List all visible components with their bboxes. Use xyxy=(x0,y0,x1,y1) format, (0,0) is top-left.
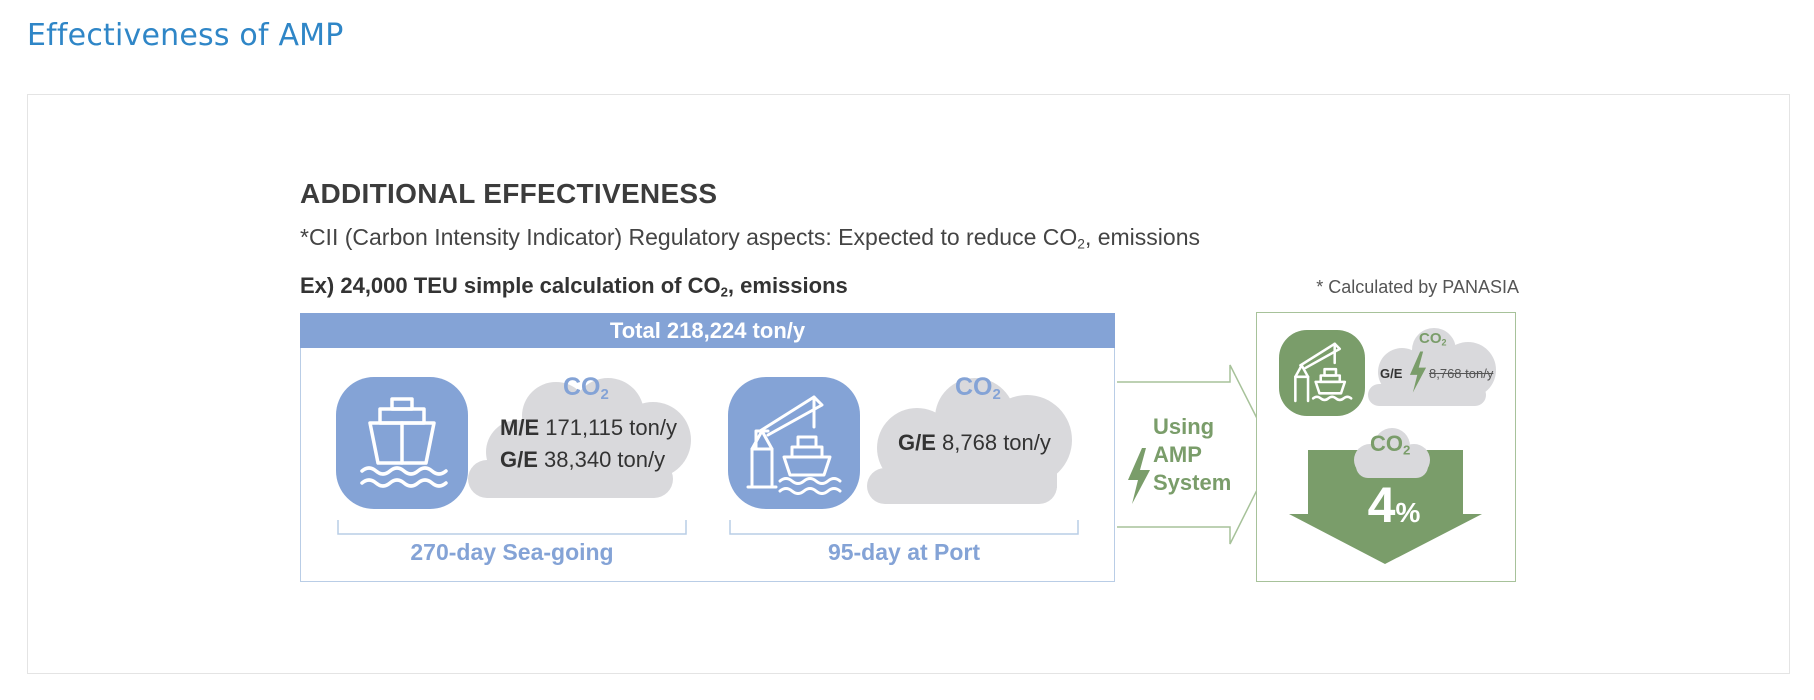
down-arrow-icon xyxy=(1289,450,1482,564)
ship-icon xyxy=(360,397,448,488)
lightning-bolt-icon xyxy=(1128,448,1150,504)
sea-ge-row: G/E 38,340 ton/y xyxy=(500,447,666,472)
result-port-tile xyxy=(1279,330,1365,416)
result-lightning-bolt-icon xyxy=(1409,351,1427,393)
port-co2-label: CO2 xyxy=(955,373,1001,403)
amp-label: Using AMP System xyxy=(1153,413,1231,497)
port-bracket xyxy=(729,520,1079,535)
sea-co2-cloud-icon xyxy=(468,378,691,498)
calculation-note: * Calculated by PANASIA xyxy=(1316,277,1519,297)
subtitle: *CII (Carbon Intensity Indicator) Regula… xyxy=(300,224,1200,252)
port-co2-cloud-icon xyxy=(867,378,1072,504)
port-emissions: G/E 8,768 ton/y xyxy=(898,427,1051,459)
sea-co2-label: CO2 xyxy=(563,373,609,403)
sea-caption: 270-day Sea-going xyxy=(410,539,614,565)
example-title: Ex) 24,000 TEU simple calculation of CO2… xyxy=(300,273,848,300)
result-co2-cloud-icon xyxy=(1368,328,1496,406)
sea-ship-tile xyxy=(336,377,468,509)
sea-bracket xyxy=(337,520,687,535)
result-ge-row: G/E xyxy=(1380,366,1402,381)
section-heading: ADDITIONAL EFFECTIVENESS xyxy=(300,178,718,209)
arrow-co2-cloud-icon xyxy=(1354,428,1430,478)
port-caption: 95-day at Port xyxy=(827,539,981,565)
total-bar: Total 218,224 ton/y xyxy=(300,313,1115,348)
sea-emissions: M/E 171,115 ton/y G/E 38,340 ton/y xyxy=(500,412,677,476)
port-crane-ship-icon xyxy=(1294,342,1353,403)
amp-line-3: System xyxy=(1153,470,1232,495)
port-tile xyxy=(728,377,860,509)
reduction-percent: 4% xyxy=(1367,477,1421,533)
amp-line-2: AMP xyxy=(1153,442,1202,467)
result-co2-small-label: CO2 xyxy=(1419,330,1447,348)
page-title: Effectiveness of AMP xyxy=(27,18,344,53)
amp-line-1: Using xyxy=(1153,414,1215,439)
result-ge-struck-value: 8,768 ton/y xyxy=(1429,366,1494,381)
port-crane-ship-icon xyxy=(746,395,842,495)
port-ge-row: G/E 8,768 ton/y xyxy=(898,430,1051,455)
arrow-co2-label: CO2 xyxy=(1370,431,1411,458)
result-ge-label: G/E xyxy=(1380,366,1403,381)
sea-me-row: M/E 171,115 ton/y xyxy=(500,415,677,440)
